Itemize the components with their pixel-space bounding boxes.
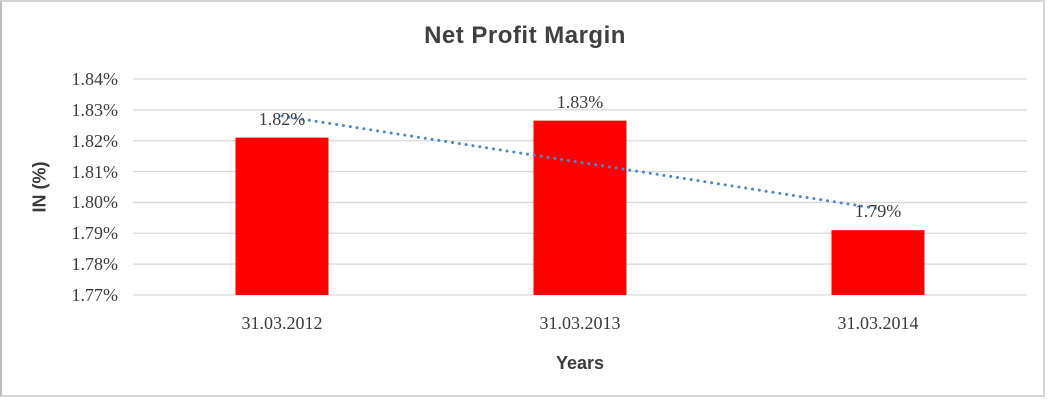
x-tick-label: 31.03.2014 xyxy=(837,313,919,333)
x-tick-label: 31.03.2013 xyxy=(539,313,621,333)
y-tick-label: 1.80% xyxy=(71,192,119,213)
y-tick-label: 1.78% xyxy=(71,254,119,275)
y-tick-label: 1.83% xyxy=(71,99,119,120)
chart-title: Net Profit Margin xyxy=(424,22,626,49)
y-tick-label: 1.82% xyxy=(71,130,119,151)
data-label: 1.82% xyxy=(258,108,306,129)
trendline xyxy=(280,114,880,211)
x-axis-title: Years xyxy=(555,353,605,373)
data-label: 1.83% xyxy=(556,91,604,112)
y-tick-label: 1.77% xyxy=(71,285,119,305)
y-tick-label: 1.84% xyxy=(71,69,119,89)
bar-31.03.2013 xyxy=(533,120,627,296)
y-tick-label: 1.79% xyxy=(71,223,119,244)
x-tick-label: 31.03.2012 xyxy=(241,313,323,333)
bar-31.03.2014 xyxy=(831,230,925,295)
bar-31.03.2012 xyxy=(235,137,329,295)
data-label: 1.79% xyxy=(854,201,902,222)
y-tick-label: 1.81% xyxy=(71,161,119,182)
